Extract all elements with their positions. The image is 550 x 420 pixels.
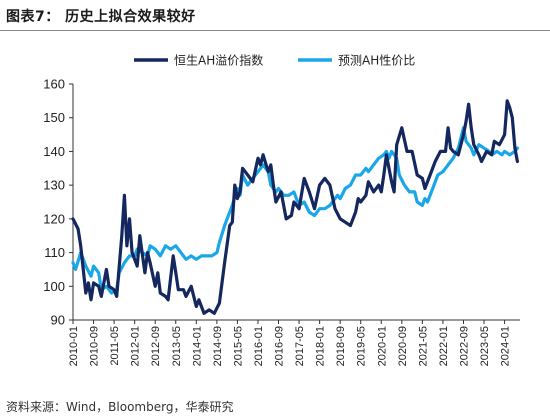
legend-item-ah-premium-label: 恒生AH溢价指数 (174, 53, 263, 68)
x-tick-label: 2024-01 (500, 326, 512, 366)
x-tick-label: 2018-09 (335, 326, 347, 366)
x-tick-label: 2017-05 (294, 326, 306, 366)
x-tick-label: 2020-09 (397, 326, 409, 366)
x-tick-label: 2012-01 (130, 326, 142, 366)
chart-legend: 恒生AH溢价指数 预测AH性价比 (134, 53, 415, 68)
x-tick-label: 2022-01 (438, 326, 450, 366)
x-tick-label: 2012-09 (150, 326, 162, 366)
series-line-ah-premium (71, 99, 519, 315)
y-tick-label: 120 (43, 211, 65, 226)
x-tick-label: 2016-01 (253, 326, 265, 366)
title-divider (0, 30, 550, 31)
x-tick-label: 2014-01 (191, 326, 203, 366)
x-tick-label: 2019-05 (356, 326, 368, 366)
x-tick-label: 2020-01 (376, 326, 388, 366)
y-tick-label: 100 (43, 279, 65, 294)
x-tick-label: 2018-01 (315, 326, 327, 366)
x-tick-label: 2021-05 (417, 326, 429, 366)
x-tick-label: 2011-05 (109, 326, 121, 366)
y-tick-label: 160 (43, 77, 65, 92)
legend-item-ah-forecast-label: 预测AH性价比 (338, 54, 415, 68)
x-tick-label: 2013-05 (171, 326, 183, 366)
chart-axes: 90 100 110 120 130 140 150 160 2010-01 2010-09 201… (43, 77, 520, 366)
x-tick-label: 2010-09 (89, 326, 101, 366)
x-tick-label: 2015-05 (232, 326, 244, 366)
y-tick-label: 130 (43, 178, 65, 193)
figure-title: 图表7： 历史上拟合效果较好 (6, 9, 196, 25)
x-tick-label: 2010-01 (68, 326, 80, 366)
source-note: 资料来源：Wind，Bloomberg，华泰研究 (6, 400, 234, 414)
x-tick-label: 2022-09 (458, 326, 470, 366)
x-tick-label: 2016-09 (274, 326, 286, 366)
y-tick-label: 150 (43, 110, 65, 125)
y-tick-label: 140 (43, 144, 65, 159)
y-tick-label: 90 (51, 313, 65, 328)
x-tick-label: 2014-09 (212, 326, 224, 366)
x-tick-label: 2023-05 (479, 326, 491, 366)
series-line-ah-forecast (71, 126, 519, 295)
y-tick-label: 110 (44, 245, 65, 260)
chart-series (71, 99, 519, 315)
